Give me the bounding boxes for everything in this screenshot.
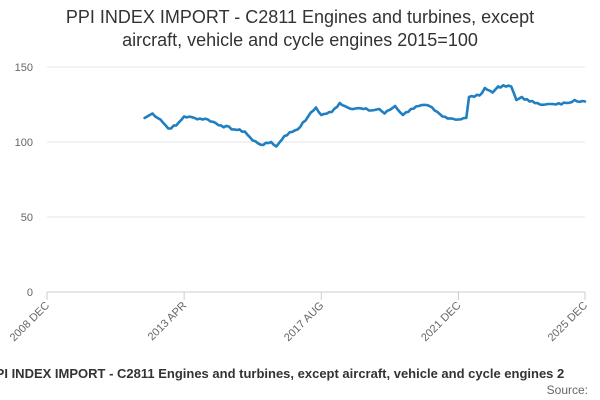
x-axis [46, 291, 586, 300]
data-point-46[interactable] [543, 102, 548, 107]
x-tick-label-2: 2017 AUG [282, 300, 326, 344]
data-point-10[interactable] [242, 129, 247, 134]
x-tick-label-1: 2013 APR [146, 300, 190, 344]
data-point-28[interactable] [401, 113, 406, 118]
data-point-45[interactable] [535, 101, 540, 106]
x-tick-label-3: 2021 DEC [419, 300, 463, 344]
data-point-43[interactable] [519, 95, 524, 100]
y-tick-label-150: 150 [15, 62, 33, 74]
data-point-15[interactable] [282, 134, 287, 139]
data-point-32[interactable] [432, 108, 437, 113]
y-tick-label-0: 0 [27, 287, 33, 299]
y-tick-label-100: 100 [15, 137, 33, 149]
data-point-50[interactable] [583, 99, 588, 104]
series-line[interactable] [143, 84, 587, 148]
data-point-19[interactable] [319, 113, 324, 118]
data-point-40[interactable] [495, 84, 500, 89]
y-tick-label-50: 50 [21, 212, 33, 224]
data-point-3[interactable] [166, 126, 171, 131]
data-point-49[interactable] [572, 98, 577, 103]
data-point-21[interactable] [337, 101, 342, 106]
data-point-38[interactable] [482, 86, 487, 91]
data-point-18[interactable] [314, 105, 319, 110]
series-line-group [142, 84, 588, 149]
data-point-35[interactable] [464, 116, 469, 121]
data-point-41[interactable] [509, 84, 514, 89]
data-point-42[interactable] [514, 98, 519, 103]
data-point-0[interactable] [142, 116, 147, 121]
chart-title-line-1: PPI INDEX IMPORT - C2811 Engines and tur… [65, 7, 535, 27]
data-point-6[interactable] [192, 116, 197, 121]
data-point-4[interactable] [174, 123, 179, 128]
data-point-2[interactable] [158, 117, 163, 122]
legend-item-series[interactable]: PPI INDEX IMPORT - C2811 Engines and tur… [0, 366, 565, 381]
data-point-36[interactable] [466, 95, 471, 100]
chart-title: PPI INDEX IMPORT - C2811 Engines and tur… [10, 6, 590, 52]
data-point-25[interactable] [377, 107, 382, 112]
data-point-11[interactable] [250, 138, 255, 143]
gridlines [47, 66, 585, 218]
data-point-13[interactable] [269, 140, 274, 145]
x-axis-labels: 2008 DEC 2013 APR 2017 AUG 2021 DEC 2025 DEC [8, 300, 590, 344]
data-point-20[interactable] [329, 110, 334, 115]
data-point-7[interactable] [205, 117, 210, 122]
x-tick-label-4: 2025 DEC [546, 300, 590, 344]
data-point-37[interactable] [477, 93, 482, 98]
data-point-34[interactable] [456, 117, 461, 122]
data-point-29[interactable] [408, 107, 413, 112]
data-point-12[interactable] [261, 143, 266, 148]
data-point-22[interactable] [345, 105, 350, 110]
x-tick-label-0: 2008 DEC [8, 300, 52, 344]
source-label: Source: [546, 383, 588, 397]
data-point-14[interactable] [274, 144, 279, 149]
data-point-16[interactable] [298, 125, 303, 130]
data-point-9[interactable] [234, 128, 239, 133]
data-point-23[interactable] [361, 107, 366, 112]
data-point-8[interactable] [219, 123, 224, 128]
data-point-24[interactable] [369, 108, 374, 113]
chart-title-line-2: aircraft, vehicle and cycle engines 2015… [122, 30, 478, 50]
data-point-30[interactable] [416, 104, 421, 109]
data-point-31[interactable] [427, 104, 432, 109]
data-point-39[interactable] [490, 90, 495, 95]
data-point-5[interactable] [182, 114, 187, 119]
data-point-1[interactable] [150, 111, 155, 116]
y-axis-labels: 0 50 100 150 [15, 62, 33, 299]
legend[interactable]: PPI INDEX IMPORT - C2811 Engines and tur… [0, 366, 600, 384]
data-point-27[interactable] [393, 104, 398, 109]
data-point-44[interactable] [527, 99, 532, 104]
data-point-26[interactable] [382, 111, 387, 116]
data-point-48[interactable] [564, 101, 569, 106]
data-point-33[interactable] [440, 114, 445, 119]
data-point-17[interactable] [306, 114, 311, 119]
data-point-47[interactable] [553, 102, 558, 107]
